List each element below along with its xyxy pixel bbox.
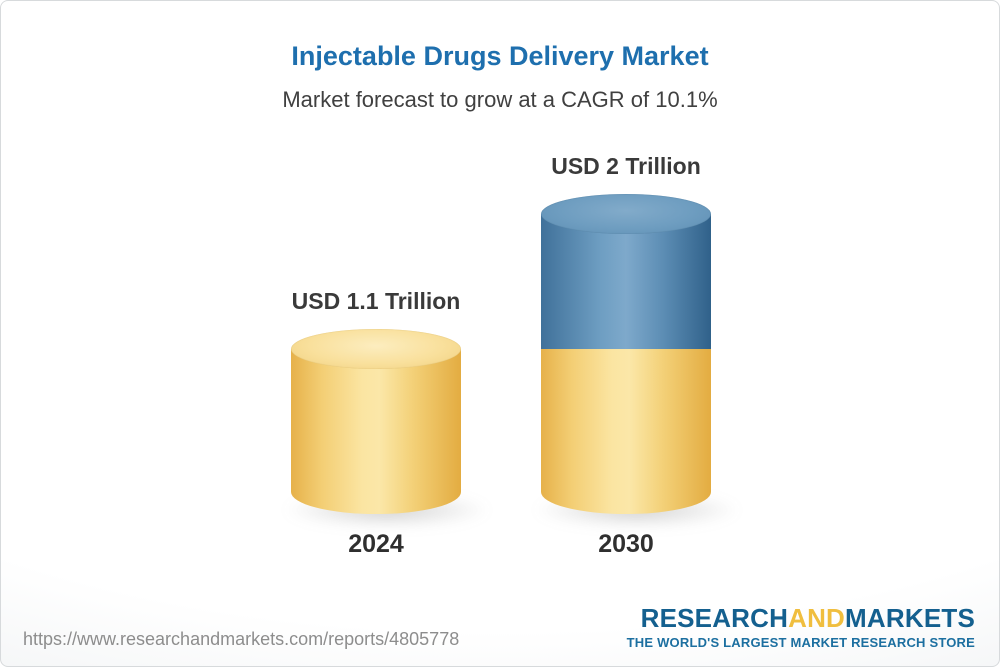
bar-group-2024: USD 1.1 Trillion 2024 [285,288,489,558]
chart-subtitle: Market forecast to grow at a CAGR of 10.… [282,87,718,112]
value-label-2024: USD 1.1 Trillion [291,288,461,314]
logo-tagline: THE WORLD'S LARGEST MARKET RESEARCH STOR… [626,635,975,650]
cylinder-body-segment [291,349,461,514]
cylinder-body-segment [541,214,711,349]
bar-group-2030: USD 2 Trillion 2030 [535,153,739,558]
footer: https://www.researchandmarkets.com/repor… [23,605,975,651]
researchandmarkets-logo: RESEARCHANDMARKETS THE WORLD'S LARGEST M… [626,605,975,651]
logo-word-markets: MARKETS [845,603,975,633]
chart-header: Injectable Drugs Delivery Market Market … [1,1,999,113]
cylinder-top-cap [291,329,461,369]
cylinder-segment-base-2030 [541,349,711,514]
cylinder-top-cap [541,194,711,234]
cylinder-2024 [285,329,489,528]
cylinder-segment-base-2024 [291,329,461,514]
logo-wordmark: RESEARCHANDMARKETS [627,605,975,632]
cylinder-body-segment [541,349,711,514]
x-axis-label-2024: 2024 [348,530,404,558]
logo-word-research: RESEARCH [640,603,789,633]
report-url: https://www.researchandmarkets.com/repor… [23,629,460,649]
cylinder-segment-growth-2030 [541,194,711,349]
page-title: Injectable Drugs Delivery Market [291,41,709,71]
x-axis-label-2030: 2030 [598,530,654,558]
value-label-2030: USD 2 Trillion [551,153,701,179]
cylinder-2030 [535,194,739,528]
logo-word-and: AND [788,603,846,633]
